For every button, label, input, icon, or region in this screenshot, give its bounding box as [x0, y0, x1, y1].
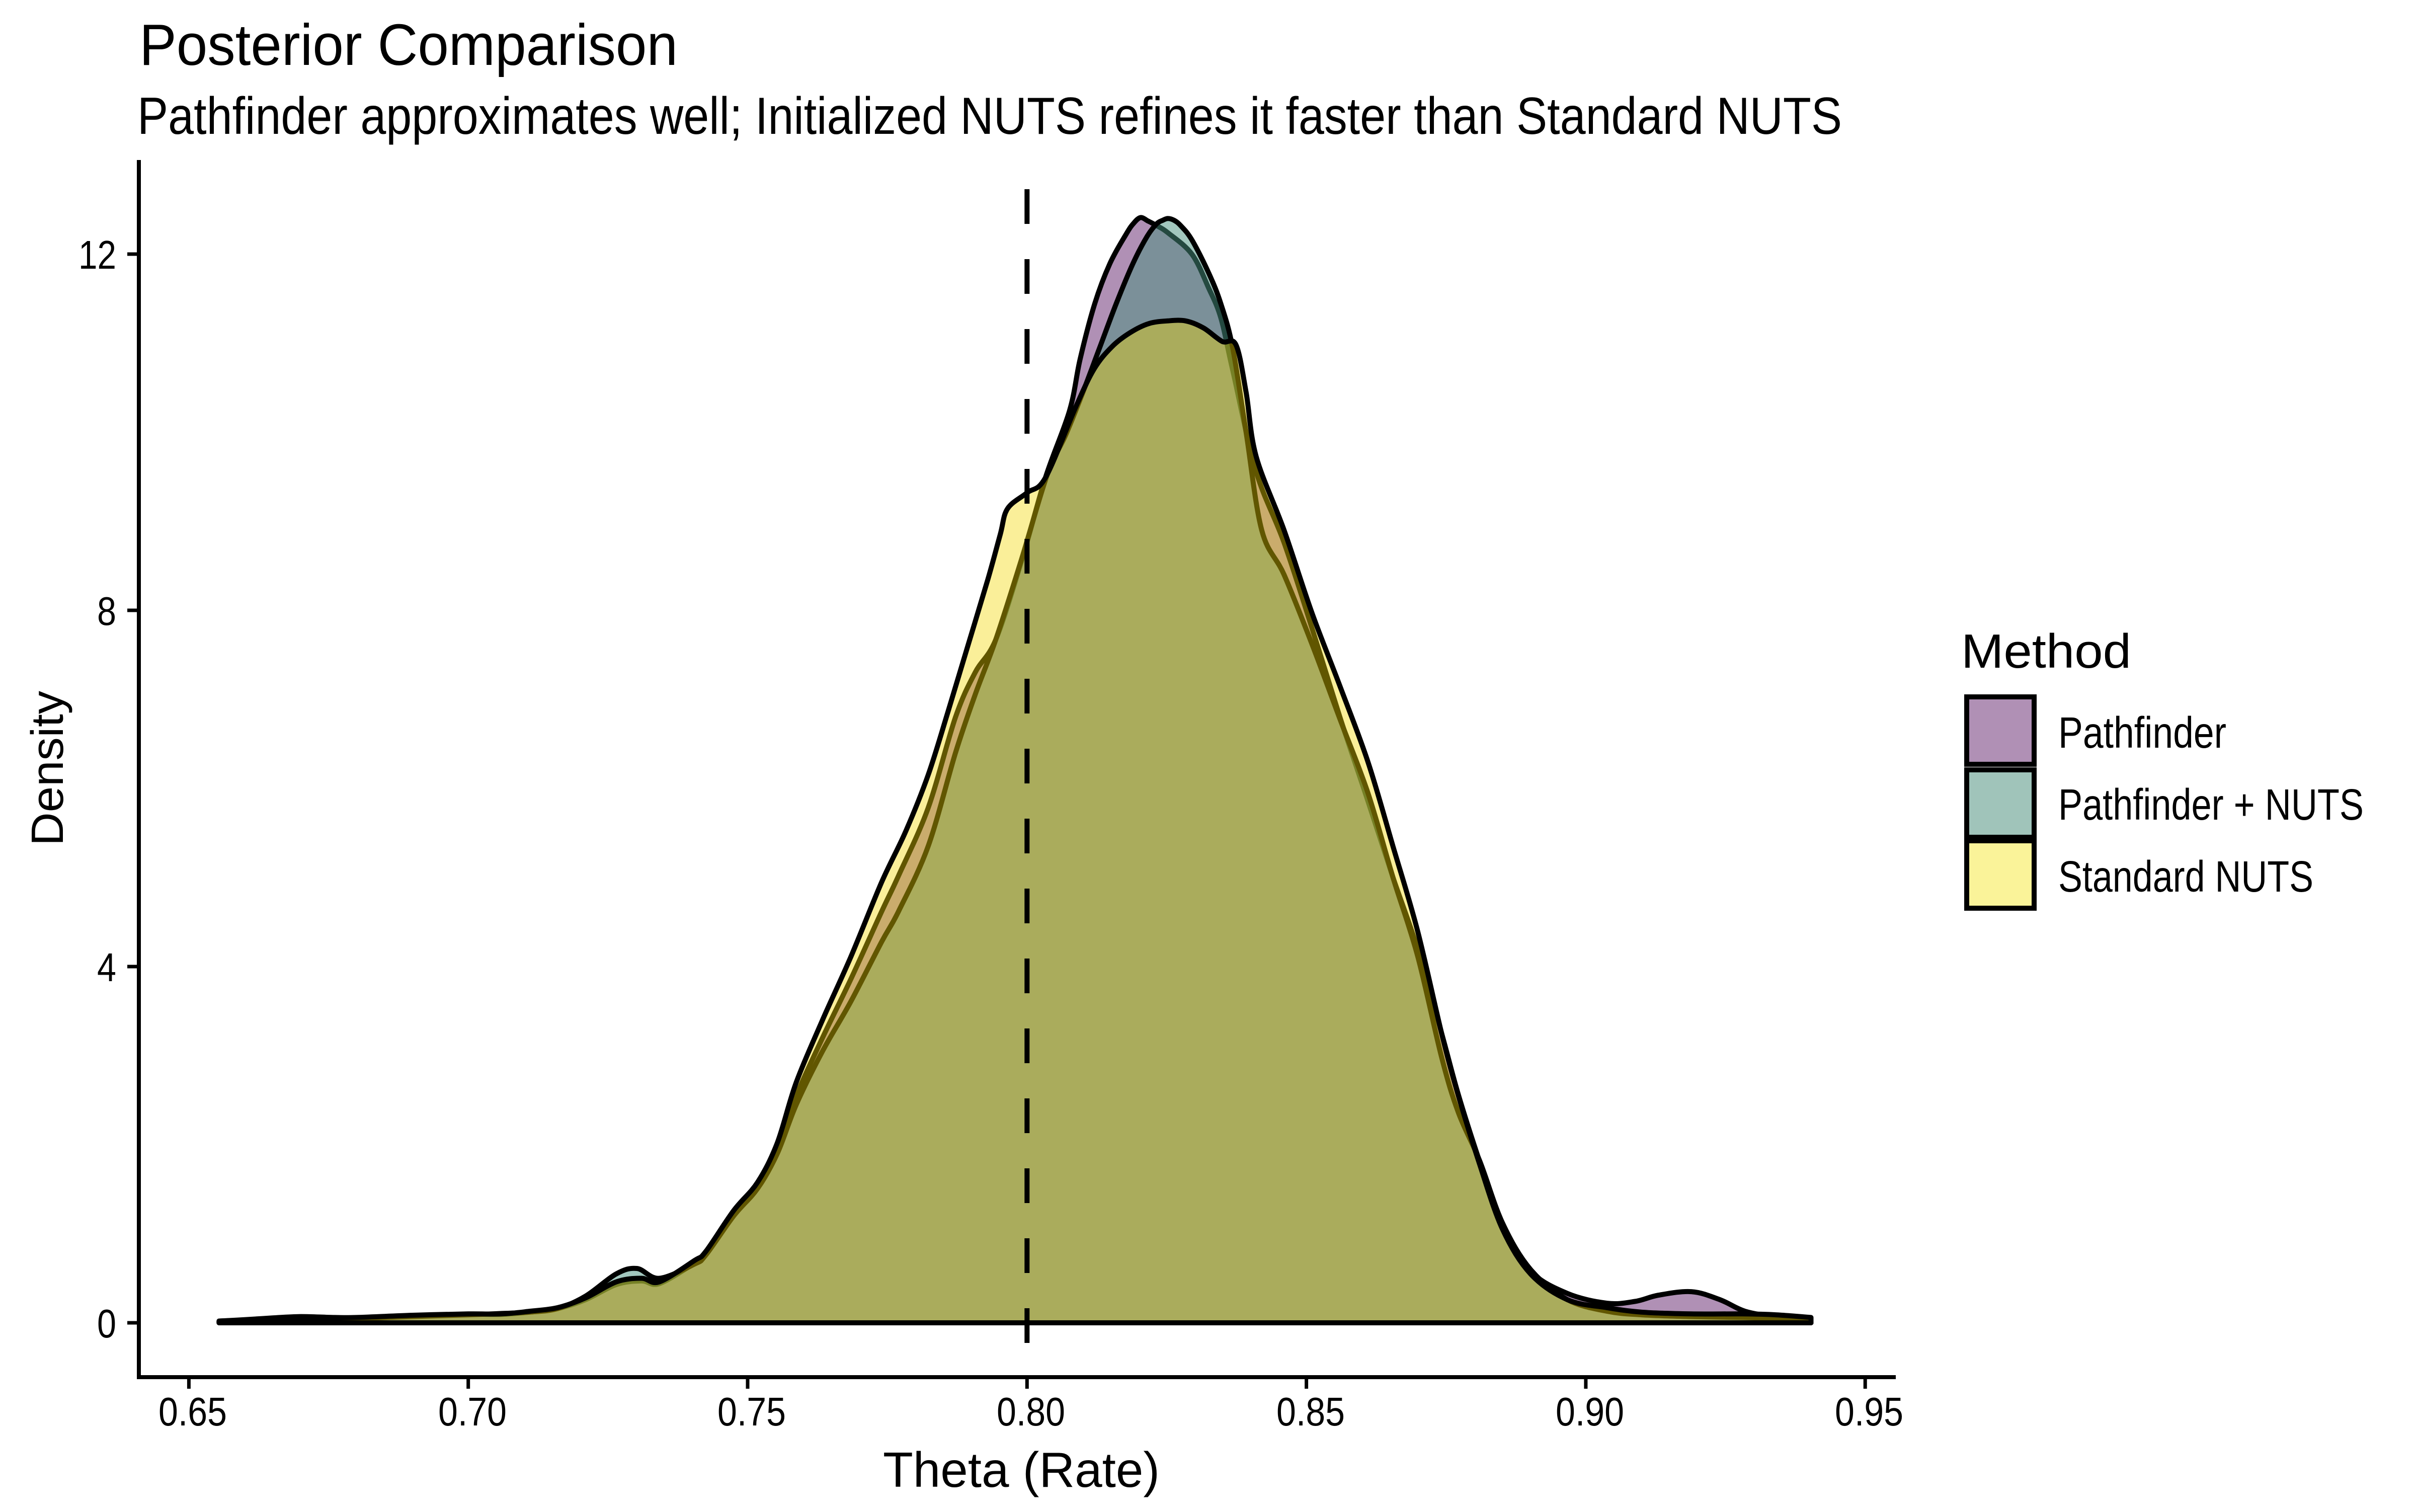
svg-text:0.70: 0.70 [438, 1389, 507, 1434]
svg-text:Theta (Rate): Theta (Rate) [883, 1442, 1160, 1497]
svg-text:0.85: 0.85 [1276, 1389, 1345, 1434]
svg-text:8: 8 [97, 589, 116, 633]
svg-text:12: 12 [78, 232, 116, 277]
svg-text:Pathfinder: Pathfinder [2058, 708, 2226, 757]
svg-text:4: 4 [97, 945, 116, 990]
svg-text:0.80: 0.80 [997, 1389, 1065, 1434]
svg-text:Method: Method [1961, 624, 2131, 678]
svg-text:0: 0 [97, 1301, 116, 1346]
svg-text:0.90: 0.90 [1556, 1389, 1624, 1434]
svg-text:Standard NUTS: Standard NUTS [2058, 852, 2313, 901]
svg-text:Pathfinder + NUTS: Pathfinder + NUTS [2058, 780, 2364, 829]
svg-text:0.65: 0.65 [158, 1389, 227, 1434]
svg-text:Density: Density [23, 691, 73, 846]
svg-text:Pathfinder approximates well;: Pathfinder approximates well; Initialize… [137, 87, 1842, 145]
svg-text:0.75: 0.75 [717, 1389, 786, 1434]
svg-text:Posterior Comparison: Posterior Comparison [139, 12, 678, 77]
svg-text:0.95: 0.95 [1835, 1389, 1903, 1434]
